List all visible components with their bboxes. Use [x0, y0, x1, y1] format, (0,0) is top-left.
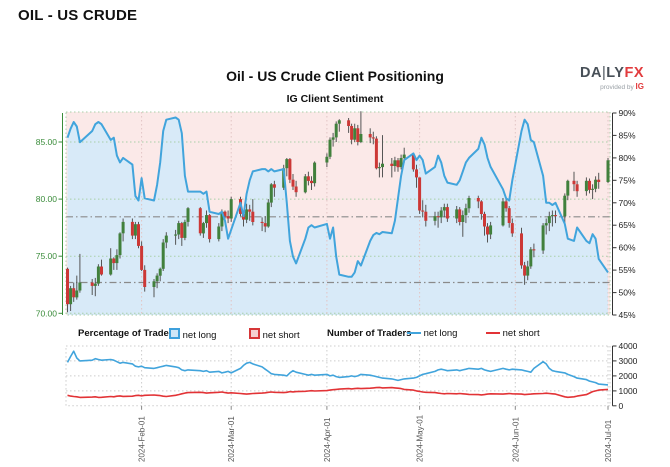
svg-text:2000: 2000: [619, 371, 638, 381]
svg-text:2024-Feb-01: 2024-Feb-01: [138, 416, 147, 462]
svg-text:60%: 60%: [619, 243, 636, 253]
svg-text:80%: 80%: [619, 153, 636, 163]
net-long-line-icon: [407, 331, 421, 334]
dailyfx-logo-tagline: provided by IG: [600, 81, 644, 91]
svg-text:85.00: 85.00: [36, 137, 58, 147]
svg-text:70.00: 70.00: [36, 308, 58, 318]
dailyfx-logo-wordmark: DA|LYFX: [580, 65, 644, 81]
svg-text:55%: 55%: [619, 265, 636, 275]
svg-text:80.00: 80.00: [36, 194, 58, 204]
svg-text:1000: 1000: [619, 386, 638, 396]
svg-text:4000: 4000: [619, 341, 638, 351]
legend-pct-net-long: net long: [169, 328, 216, 341]
net-short-line-icon: [486, 331, 500, 334]
svg-text:75.00: 75.00: [36, 251, 58, 261]
svg-text:85%: 85%: [619, 130, 636, 140]
svg-text:2024-Apr-01: 2024-Apr-01: [323, 417, 332, 462]
chart-subtitle: IG Client Sentiment: [286, 93, 384, 105]
sentiment-price-chart: 85.00 80.00 75.00 70.00 90% 85% 80% 75% 70% 65% 60…: [36, 108, 636, 320]
svg-text:70%: 70%: [619, 198, 636, 208]
legend-group-number: Number of Traders: [327, 328, 412, 339]
page-title: OIL - US CRUDE: [18, 7, 138, 24]
svg-text:2024-Jul-01: 2024-Jul-01: [604, 419, 613, 462]
svg-text:2024-May-01: 2024-May-01: [416, 414, 425, 462]
ig-logo: IG: [635, 81, 644, 91]
trader-count-chart: 4000 3000 2000 1000 0 2024-Feb-01 2024-Mar-01 2…: [65, 341, 638, 462]
svg-text:45%: 45%: [619, 310, 636, 320]
svg-text:90%: 90%: [619, 108, 636, 118]
legend-group-percentage: Percentage of Traders: [78, 328, 178, 339]
svg-text:2024-Jun-01: 2024-Jun-01: [511, 417, 520, 462]
legend-pct-net-short: net short: [249, 328, 300, 341]
legend-count-net-long: net long: [407, 328, 457, 339]
chart-title: Oil - US Crude Client Positioning: [226, 68, 444, 84]
net-long-swatch-icon: [169, 328, 180, 339]
svg-text:65%: 65%: [619, 220, 636, 230]
net-short-swatch-icon: [249, 328, 260, 339]
legend-count-net-short: net short: [486, 328, 540, 339]
svg-text:75%: 75%: [619, 175, 636, 185]
svg-text:50%: 50%: [619, 288, 636, 298]
svg-text:2024-Mar-01: 2024-Mar-01: [227, 416, 236, 462]
chart-legend: Percentage of Traders net long net short…: [0, 328, 670, 342]
svg-text:3000: 3000: [619, 356, 638, 366]
dailyfx-logo: DA|LYFX provided by IG: [580, 66, 644, 91]
svg-text:0: 0: [619, 401, 624, 411]
